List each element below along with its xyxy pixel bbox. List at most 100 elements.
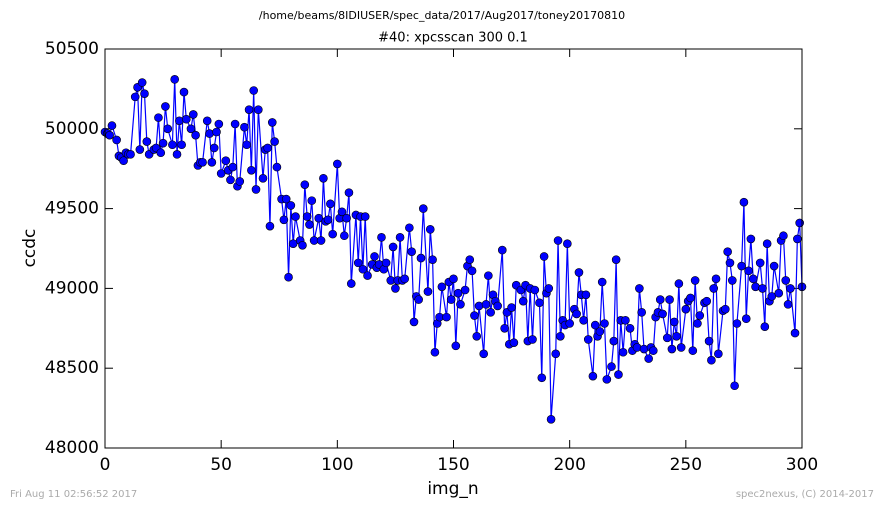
y-tick-label: 49000 xyxy=(45,278,99,298)
data-point xyxy=(395,233,405,242)
data-point xyxy=(535,298,544,308)
data-point xyxy=(611,255,621,264)
data-point xyxy=(333,159,342,169)
data-point xyxy=(442,312,451,322)
data-point xyxy=(614,370,623,379)
data-point xyxy=(175,116,184,126)
data-point xyxy=(265,221,275,231)
data-point xyxy=(786,284,795,293)
data-point xyxy=(186,124,196,134)
footer-date: Fri Aug 11 02:56:52 2017 xyxy=(10,489,137,500)
data-point xyxy=(553,236,563,245)
data-point xyxy=(465,255,475,264)
data-point xyxy=(377,233,386,242)
data-point xyxy=(637,308,646,317)
data-point xyxy=(168,140,177,150)
data-point xyxy=(191,130,200,140)
data-point xyxy=(428,255,437,264)
data-point xyxy=(105,130,114,140)
data-point xyxy=(600,319,609,328)
data-point xyxy=(676,343,686,352)
data-point xyxy=(760,322,770,332)
data-point xyxy=(214,119,224,129)
data-point xyxy=(344,188,354,197)
data-point xyxy=(672,331,681,341)
data-point xyxy=(388,242,398,252)
data-point xyxy=(751,282,760,292)
data-point xyxy=(188,110,198,119)
data-point xyxy=(714,349,723,359)
data-point xyxy=(254,105,263,114)
data-point xyxy=(590,320,600,330)
data-point xyxy=(721,304,730,314)
data-point xyxy=(346,279,356,288)
data-point xyxy=(226,175,235,185)
data-point xyxy=(741,314,751,324)
data-point xyxy=(207,158,217,167)
data-point xyxy=(342,213,351,223)
data-point xyxy=(574,268,584,277)
data-point xyxy=(479,349,489,359)
y-tick-label: 50000 xyxy=(45,119,99,139)
data-point xyxy=(446,295,456,304)
file-path: /home/beams/8IDIUSER/spec_data/2017/Aug2… xyxy=(259,9,625,22)
data-point xyxy=(272,162,282,172)
data-point xyxy=(137,78,147,87)
data-point xyxy=(727,276,737,285)
data-point xyxy=(484,271,493,280)
data-point xyxy=(693,319,702,328)
data-point xyxy=(142,137,152,146)
data-point xyxy=(732,319,742,328)
data-point xyxy=(649,346,658,355)
data-point xyxy=(179,87,189,97)
data-point xyxy=(493,301,502,311)
data-point xyxy=(360,212,370,221)
data-point xyxy=(530,285,540,295)
data-point xyxy=(340,231,349,241)
data-point xyxy=(140,89,149,98)
data-point xyxy=(581,290,591,300)
data-point xyxy=(323,215,333,225)
data-point xyxy=(119,156,128,166)
data-point xyxy=(725,258,735,268)
data-point xyxy=(284,272,293,282)
data-point xyxy=(509,338,519,347)
data-point xyxy=(762,239,772,249)
data-point xyxy=(212,127,221,137)
data-point xyxy=(621,316,630,325)
data-point xyxy=(363,271,372,280)
data-point xyxy=(481,300,491,309)
data-point xyxy=(328,229,337,239)
data-point xyxy=(135,145,145,154)
data-point xyxy=(407,247,416,256)
data-point xyxy=(748,274,758,284)
data-point xyxy=(258,173,268,183)
data-point xyxy=(305,220,314,229)
data-point xyxy=(300,180,310,189)
x-tick-label: 100 xyxy=(321,455,353,475)
data-point xyxy=(353,258,363,268)
data-point xyxy=(755,258,765,268)
data-point xyxy=(779,231,788,241)
data-point xyxy=(319,173,328,183)
data-point xyxy=(130,92,140,102)
data-point xyxy=(781,276,791,285)
data-point xyxy=(279,215,289,225)
y-tick-label: 49500 xyxy=(45,199,99,219)
data-point xyxy=(551,349,561,359)
data-point xyxy=(737,261,746,271)
data-point xyxy=(235,177,245,186)
data-point xyxy=(783,300,793,309)
data-point xyxy=(381,258,391,268)
data-point xyxy=(205,129,214,138)
data-point xyxy=(655,295,665,304)
data-point xyxy=(249,86,258,95)
y-tick-label: 50500 xyxy=(45,39,99,59)
data-point xyxy=(544,284,554,293)
data-point xyxy=(597,277,607,287)
data-point xyxy=(609,336,619,346)
data-point xyxy=(746,234,756,244)
data-point xyxy=(460,285,470,295)
data-point xyxy=(270,137,279,146)
